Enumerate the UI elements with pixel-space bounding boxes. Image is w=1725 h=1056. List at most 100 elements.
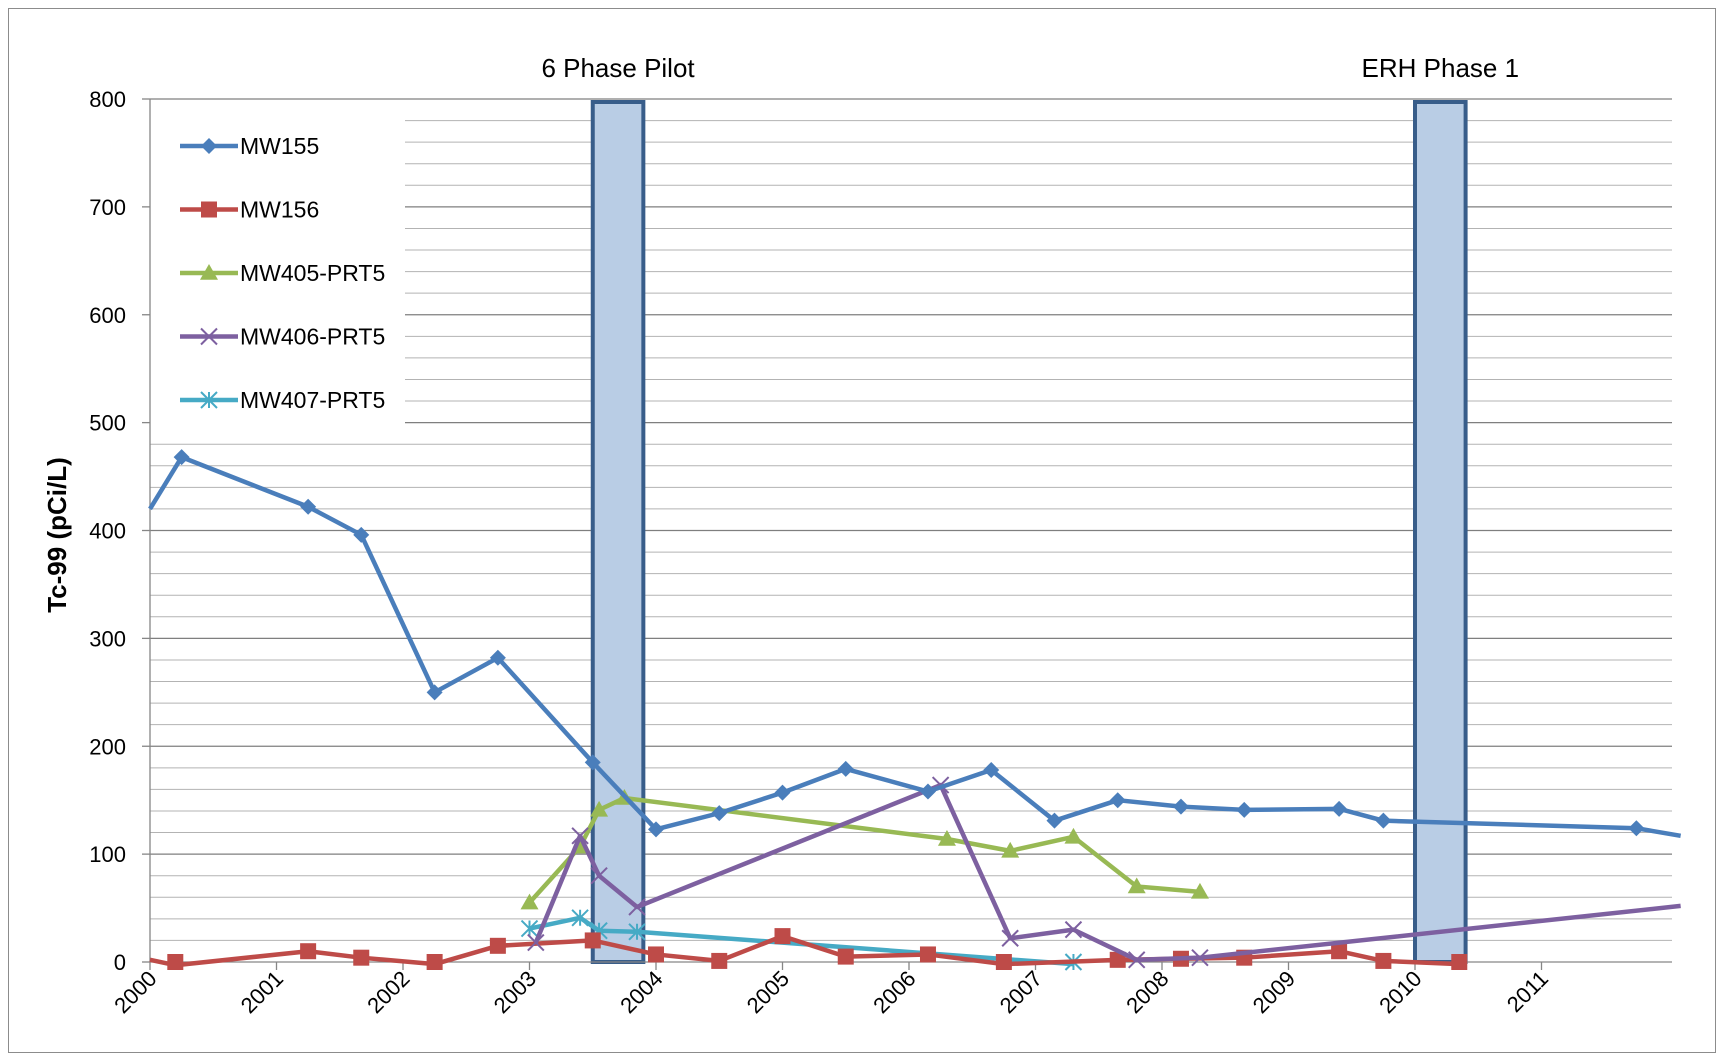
data-point-mw406-prt5	[571, 827, 589, 845]
data-point-mw155	[919, 783, 936, 800]
annotation-label-1: 6 Phase Pilot	[541, 53, 695, 83]
series-mw155	[148, 449, 1682, 839]
data-point-mw155	[300, 498, 317, 515]
series-mw406-prt5	[527, 776, 1681, 969]
x-tick-label: 2002	[362, 966, 414, 1018]
y-tick-label: 0	[114, 950, 126, 975]
data-point-mw155	[426, 684, 443, 701]
data-point-mw405-prt5	[1190, 882, 1209, 899]
data-point-mw155	[584, 754, 601, 771]
y-tick-label: 400	[89, 519, 126, 544]
legend-entry-mw405-prt5: MW405-PRT5	[180, 260, 385, 286]
data-point-mw156	[1109, 951, 1126, 968]
data-point-mw155	[173, 449, 190, 466]
data-point-mw156	[1451, 954, 1468, 970]
data-point-mw156	[353, 949, 370, 966]
y-tick-label: 700	[89, 195, 126, 220]
annotation-bands: 6 Phase Pilot ERH Phase 1	[541, 53, 1520, 964]
legend-entry-mw156: MW156	[180, 197, 319, 223]
data-point-mw156	[426, 954, 443, 970]
data-point-mw155	[1046, 812, 1063, 829]
data-point-mw156	[995, 954, 1012, 970]
annotation-band-1	[590, 100, 646, 964]
y-tick-label: 200	[89, 734, 126, 759]
data-point-mw156	[300, 943, 317, 960]
legend-entry-mw155: MW155	[180, 133, 319, 159]
legend-swatch-marker	[200, 264, 218, 280]
series-mw156	[149, 928, 1468, 970]
data-point-mw156	[711, 952, 728, 969]
data-point-mw406-prt5	[1001, 929, 1019, 947]
legend-entry-mw407-prt5: MW407-PRT5	[180, 387, 385, 413]
legend-label: MW405-PRT5	[240, 260, 385, 286]
data-point-mw155	[353, 526, 370, 543]
data-point-mw407-prt5	[628, 923, 646, 941]
legend-swatch-marker	[200, 391, 218, 409]
x-tick-label: 2009	[1248, 966, 1300, 1018]
data-point-mw155	[1172, 798, 1189, 815]
annotation-label-2: ERH Phase 1	[1362, 53, 1520, 83]
x-tick-label: 2007	[995, 966, 1047, 1018]
data-point-mw406-prt5	[628, 898, 646, 916]
data-point-mw407-prt5	[520, 919, 539, 938]
data-point-mw156	[489, 937, 506, 954]
data-point-mw155	[1236, 801, 1253, 818]
data-point-mw156	[919, 946, 936, 963]
y-tick-label: 600	[89, 303, 126, 328]
data-point-mw155	[983, 761, 1000, 778]
y-tick-label: 300	[89, 626, 126, 651]
data-point-mw156	[167, 954, 184, 970]
y-tick-label: 800	[89, 87, 126, 112]
data-point-mw405-prt5	[937, 830, 956, 846]
x-tick-label: 2010	[1374, 966, 1426, 1018]
legend-swatch-marker	[201, 138, 217, 154]
legend-entry-mw406-prt5: MW406-PRT5	[180, 324, 385, 350]
data-point-mw405-prt5	[1127, 877, 1146, 894]
series-line-mw406-prt5	[533, 782, 1681, 963]
data-point-mw155	[1109, 792, 1126, 809]
x-tick-label: 2004	[615, 966, 667, 1018]
data-point-mw156	[584, 932, 601, 949]
data-point-mw406-prt5	[1064, 920, 1083, 939]
legend-label: MW407-PRT5	[240, 387, 385, 413]
x-tick-label: 2011	[1502, 966, 1553, 1017]
y-axis-title: Tc-99 (pCi/L)	[42, 457, 72, 613]
data-point-mw156	[837, 948, 854, 965]
data-point-mw155	[489, 649, 506, 666]
x-tick-label: 2006	[868, 966, 920, 1018]
data-point-mw155	[1375, 812, 1392, 829]
data-point-mw407-prt5	[571, 909, 589, 927]
data-point-mw156	[1375, 952, 1392, 969]
data-point-mw405-prt5	[590, 800, 609, 817]
data-point-mw406-prt5	[1127, 951, 1146, 969]
data-point-mw155	[711, 805, 728, 822]
legend-label: MW155	[240, 133, 319, 159]
legend-swatch-marker	[200, 327, 218, 346]
data-point-mw406-prt5	[590, 866, 608, 885]
x-tick-label: 2005	[742, 966, 794, 1018]
legend-label: MW406-PRT5	[240, 324, 385, 350]
data-point-mw156	[774, 928, 791, 945]
data-point-mw156	[1331, 943, 1348, 960]
data-point-mw406-prt5	[1191, 948, 1209, 967]
legend-swatch-marker	[201, 201, 217, 218]
annotation-band-2	[1413, 100, 1468, 964]
x-tick-label: 2003	[489, 966, 541, 1018]
data-point-mw405-prt5	[1001, 841, 1020, 858]
data-point-mw155	[648, 821, 664, 838]
legend: MW155 MW156 MW405-PRT5 MW406-PRT5 MW407-PRT5	[180, 133, 385, 413]
series-layer	[148, 449, 1682, 971]
data-point-mw405-prt5	[1064, 827, 1083, 844]
data-point-mw405-prt5	[520, 893, 539, 910]
data-point-mw156	[648, 946, 664, 963]
x-tick-label: 2008	[1121, 966, 1173, 1018]
y-tick-label: 100	[89, 842, 126, 867]
data-point-mw155	[837, 760, 854, 777]
y-tick-label: 500	[89, 411, 126, 436]
legend-label: MW156	[240, 197, 319, 223]
data-point-mw155	[774, 784, 791, 801]
data-point-mw155	[1331, 800, 1348, 817]
data-point-mw406-prt5	[527, 933, 545, 952]
